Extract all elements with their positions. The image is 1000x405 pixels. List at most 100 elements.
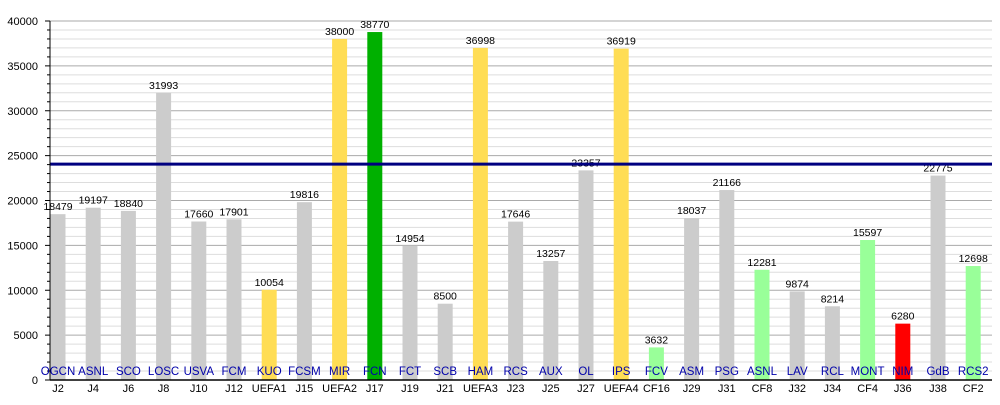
team-label: IPS <box>612 366 631 378</box>
x-tick-label: J19 <box>401 383 419 395</box>
bar <box>472 47 488 380</box>
x-tick-label: J15 <box>296 383 314 395</box>
x-tick-label: J21 <box>436 383 454 395</box>
team-label: USVA <box>184 366 215 378</box>
value-label: 21166 <box>713 177 742 189</box>
bar <box>578 170 594 380</box>
x-tick-label: J38 <box>929 383 947 395</box>
value-label: 19816 <box>290 189 319 201</box>
y-tick-label: 10000 <box>7 285 38 297</box>
team-label: ASM <box>679 366 704 378</box>
team-label: KUO <box>257 366 282 378</box>
bar <box>930 175 946 380</box>
team-label: RCL <box>821 366 845 378</box>
team-label: PSG <box>715 366 739 378</box>
x-tick-label: J2 <box>52 383 64 395</box>
bar <box>120 210 136 380</box>
y-tick-label: 0 <box>32 375 38 387</box>
x-tick-label: J4 <box>87 383 99 395</box>
team-label: RCS <box>503 366 528 378</box>
value-label: 36998 <box>466 35 495 47</box>
bar <box>754 269 770 380</box>
team-label: FCSM <box>288 366 321 378</box>
x-tick-label: UEFA1 <box>252 383 287 395</box>
team-label: GdB <box>926 366 949 378</box>
value-label: 13257 <box>536 248 565 260</box>
bar <box>191 221 207 380</box>
x-tick-label: J27 <box>577 383 595 395</box>
x-tick-label: J12 <box>225 383 243 395</box>
bar <box>684 218 700 380</box>
x-tick-label: J23 <box>507 383 525 395</box>
value-label: 14954 <box>395 233 424 245</box>
team-label: FCM <box>222 366 247 378</box>
value-label: 9874 <box>786 278 810 290</box>
x-tick-label: J36 <box>894 383 912 395</box>
value-label: 15597 <box>853 227 882 239</box>
value-label: 19197 <box>79 195 108 207</box>
bar <box>789 291 805 380</box>
x-tick-label: UEFA2 <box>322 383 357 395</box>
value-label: 17660 <box>184 209 213 221</box>
x-tick-label: UEFA3 <box>463 383 498 395</box>
team-label: FCT <box>399 366 421 378</box>
team-label: AUX <box>539 366 563 378</box>
x-tick-label: J17 <box>366 383 384 395</box>
value-label: 3632 <box>645 334 669 346</box>
bar <box>50 214 66 380</box>
y-tick-label: 20000 <box>7 196 38 208</box>
team-label: MIR <box>329 366 350 378</box>
team-label: MONT <box>851 366 885 378</box>
x-tick-label: CF8 <box>752 383 773 395</box>
value-label: 8214 <box>821 293 845 305</box>
bar <box>437 303 453 380</box>
y-tick-label: 5000 <box>14 330 38 342</box>
value-label: 31993 <box>149 80 178 92</box>
team-label: SCB <box>433 366 457 378</box>
x-tick-label: J8 <box>158 383 170 395</box>
bar <box>895 323 911 380</box>
value-label: 12698 <box>959 253 988 265</box>
team-label: OL <box>578 366 594 378</box>
x-tick-label: J6 <box>123 383 135 395</box>
team-label: NIM <box>892 366 913 378</box>
y-tick-label: 35000 <box>7 61 38 73</box>
x-tick-label: CF2 <box>963 383 984 395</box>
value-label: 17646 <box>501 209 530 221</box>
bar <box>648 347 664 380</box>
bar <box>613 48 629 380</box>
bar <box>296 202 312 380</box>
bar <box>402 245 418 380</box>
team-label: ASNL <box>747 366 778 378</box>
x-tick-label: UEFA4 <box>604 383 639 395</box>
bar <box>824 306 840 380</box>
team-label: HAM <box>468 366 494 378</box>
value-label: 17901 <box>219 206 248 218</box>
bar <box>508 221 524 380</box>
value-label: 10054 <box>255 277 284 289</box>
bar <box>332 38 348 380</box>
bar <box>965 266 981 380</box>
value-label: 18479 <box>43 201 72 213</box>
bar <box>860 240 876 380</box>
x-tick-label: J32 <box>788 383 806 395</box>
team-label: FCV <box>645 366 668 378</box>
team-label: ASNL <box>78 366 109 378</box>
x-tick-label: CF16 <box>643 383 670 395</box>
x-tick-label: J34 <box>824 383 842 395</box>
x-tick-label: J29 <box>683 383 701 395</box>
team-label: RCS2 <box>958 366 989 378</box>
value-label: 38770 <box>360 19 389 31</box>
team-label: LOSC <box>148 366 179 378</box>
bar <box>85 207 101 380</box>
bar <box>543 261 559 380</box>
value-label: 18840 <box>114 198 143 210</box>
value-label: 12281 <box>747 257 776 269</box>
team-label: OGCN <box>41 366 76 378</box>
bar <box>261 289 277 380</box>
bar <box>719 190 735 380</box>
team-label: LAV <box>787 366 808 378</box>
x-tick-label: CF4 <box>857 383 878 395</box>
x-tick-label: J25 <box>542 383 560 395</box>
